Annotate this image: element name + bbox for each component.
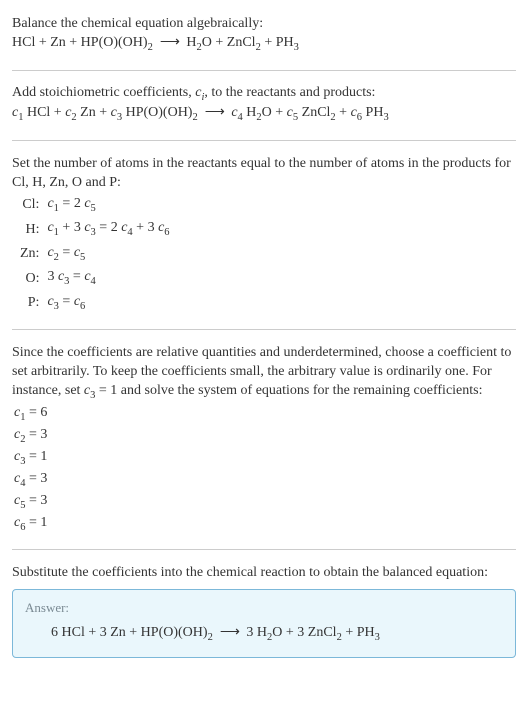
divider-4 [12,549,516,550]
atom-eq: 3 c3 = c4 [43,266,173,290]
table-row: O: 3 c3 = c4 [16,266,174,290]
answer-box: Answer: 6 HCl + 3 Zn + HP(O)(OH)2 ⟶ 3 H2… [12,589,516,659]
divider-1 [12,70,516,71]
atoms-intro: Set the number of atoms in the reactants… [12,155,516,193]
intro-line1: Balance the chemical equation algebraica… [12,16,516,32]
divider-2 [12,140,516,141]
unbalanced-equation: HCl + Zn + HP(O)(OH)2 ⟶ H2O + ZnCl2 + PH… [12,32,516,56]
balanced-equation: 6 HCl + 3 Zn + HP(O)(OH)2 ⟶ 3 H2O + 3 Zn… [25,622,503,646]
coeff-line: c6 = 1 [14,513,516,535]
solve-para: Since the coefficients are relative quan… [12,344,516,403]
intro-section: Balance the chemical equation algebraica… [10,8,518,64]
atoms-section: Set the number of atoms in the reactants… [10,147,518,323]
table-row: Cl: c1 = 2 c5 [16,193,174,217]
coefficients-intro-section: Add stoichiometric coefficients, ci, to … [10,77,518,134]
atoms-table: Cl: c1 = 2 c5 H: c1 + 3 c3 = 2 c4 + 3 c6… [16,193,174,315]
atom-eq: c1 + 3 c3 = 2 c4 + 3 c6 [43,217,173,241]
atom-el: Zn: [16,242,43,266]
atom-eq: c2 = c5 [43,242,173,266]
solved-coeffs: c1 = 6 c2 = 3 c3 = 1 c4 = 3 c5 = 3 c6 = … [14,403,516,535]
coeff-text: Add stoichiometric coefficients, ci, to … [12,85,516,103]
answer-label: Answer: [25,600,503,616]
atom-eq: c1 = 2 c5 [43,193,173,217]
substitute-section: Substitute the coefficients into the che… [10,556,518,666]
substitute-text: Substitute the coefficients into the che… [12,564,516,583]
coeff-line: c5 = 3 [14,491,516,513]
atom-el: Cl: [16,193,43,217]
solve-section: Since the coefficients are relative quan… [10,336,518,543]
atom-el: H: [16,217,43,241]
coeff-line: c2 = 3 [14,425,516,447]
table-row: P: c3 = c6 [16,291,174,315]
coeff-line: c4 = 3 [14,469,516,491]
coeff-line: c1 = 6 [14,403,516,425]
divider-3 [12,329,516,330]
coeff-line: c3 = 1 [14,447,516,469]
coeff-equation: c1 HCl + c2 Zn + c3 HP(O)(OH)2 ⟶ c4 H2O … [12,102,516,126]
atom-eq: c3 = c6 [43,291,173,315]
table-row: Zn: c2 = c5 [16,242,174,266]
table-row: H: c1 + 3 c3 = 2 c4 + 3 c6 [16,217,174,241]
atom-el: P: [16,291,43,315]
atom-el: O: [16,266,43,290]
